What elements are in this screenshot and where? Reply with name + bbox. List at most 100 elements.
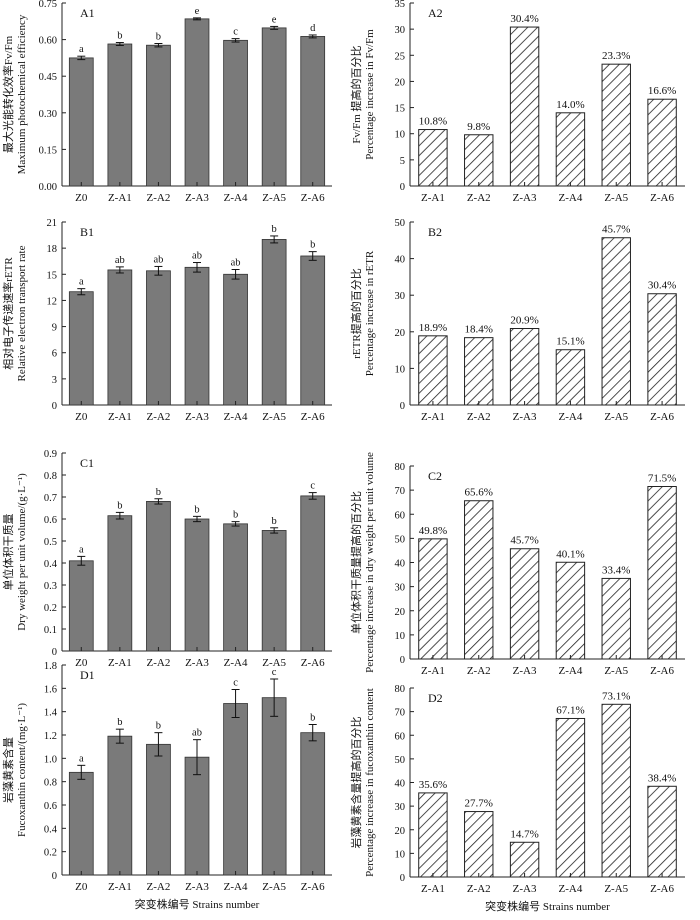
y-axis-title-en: Relative electron transport rate	[16, 245, 28, 381]
y-tick-label: 0.5	[44, 537, 57, 548]
chart-a1: 0.00 0.15 0.30 0.45 0.60 0.75 Z0 a Z-A1 b Z-A2 b Z-A…	[1, 0, 332, 204]
y-tick-label: 0.6	[44, 801, 57, 812]
x-tick-label: Z-A2	[467, 192, 491, 204]
y-axis-title-cn: 单位体积干质量	[1, 514, 15, 591]
bar-z-a2	[146, 44, 171, 187]
y-axis-title-en: Dry weight per unit volume/(g·L⁻¹)	[16, 473, 28, 631]
y-axis-title-en: Percentage increase in rETR	[364, 250, 376, 376]
y-axis-title-cn: rETR提高的百分比	[349, 268, 363, 358]
y-tick-label: 0.75	[39, 0, 57, 10]
data-label: 16.6%	[648, 85, 676, 97]
significance-letter: b	[117, 31, 122, 42]
x-tick-label: Z-A3	[513, 192, 537, 204]
bar-z-a1	[418, 129, 448, 187]
x-tick-label: Z-A5	[604, 411, 628, 423]
significance-letter: b	[233, 510, 238, 521]
data-label: 23.3%	[602, 50, 630, 62]
significance-letter: a	[79, 544, 84, 555]
y-tick-label: 15	[395, 104, 406, 115]
bar-z0	[68, 291, 94, 406]
data-label: 73.1%	[602, 690, 630, 702]
bar-z-a4	[555, 717, 586, 878]
y-axis-title-cn: 岩藻黄素含量	[1, 737, 15, 803]
data-label: 27.7%	[465, 798, 493, 810]
x-tick-label: Z-A5	[262, 881, 286, 893]
significance-letter: c	[272, 667, 277, 678]
y-axis-title-en: Maximum photochemical efficiency	[16, 14, 28, 174]
x-tick-label: Z-A3	[513, 665, 537, 677]
bar-z-a6	[647, 486, 677, 660]
bar-z-a4	[223, 273, 248, 406]
y-axis-title-cn: 岩藻黄素含量提高的百分比	[349, 717, 363, 849]
data-label: 38.4%	[648, 772, 676, 784]
y-tick-label: 0.2	[44, 603, 57, 614]
y-tick-label: 21	[47, 218, 58, 229]
x-tick-label: Z-A1	[108, 192, 132, 204]
panel-label: A1	[80, 6, 95, 20]
bar-z-a5	[601, 577, 631, 660]
significance-letter: a	[79, 277, 84, 288]
x-tick-label: Z-A6	[650, 192, 674, 204]
significance-letter: ab	[115, 255, 125, 266]
bar-z-a2	[464, 134, 494, 187]
y-tick-label: 10	[395, 130, 406, 141]
x-tick-label: Z-A6	[650, 883, 674, 895]
x-tick-label: Z-A5	[604, 883, 628, 895]
x-tick-label: Z-A2	[467, 665, 491, 677]
bar-z-a4	[555, 561, 586, 660]
y-tick-label: 20	[395, 77, 406, 88]
y-tick-label: 1.4	[44, 708, 58, 719]
data-label: 33.4%	[602, 564, 630, 576]
y-tick-label: 0.3	[44, 581, 57, 592]
x-tick-label: Z-A1	[421, 411, 445, 423]
x-tick-label: Z0	[75, 657, 88, 669]
y-tick-label: 0	[400, 655, 405, 666]
y-tick-label: 0.4	[44, 559, 58, 570]
y-tick-label: 0	[52, 871, 57, 882]
x-tick-label: Z-A5	[604, 665, 628, 677]
bar-z-a1	[418, 538, 448, 660]
significance-letter: b	[310, 240, 315, 251]
bar-z-a4	[223, 39, 248, 187]
x-tick-label: Z-A2	[147, 411, 171, 423]
y-axis-title-en: Fucoxanthin content/(mg·L⁻¹)	[16, 703, 28, 837]
data-label: 65.6%	[465, 487, 493, 499]
y-tick-label: 50	[395, 218, 406, 229]
significance-letter: b	[117, 717, 122, 728]
x-tick-label: Z-A3	[185, 657, 209, 669]
bar-z-a6	[300, 36, 326, 187]
y-tick-label: 30	[395, 25, 406, 36]
x-tick-label: Z-A3	[185, 881, 209, 893]
x-tick-label: Z-A3	[513, 883, 537, 895]
panel-label: B1	[80, 225, 94, 239]
chart-b1: 0 3 6 9 12 15 18 21 Z0 a Z-A1 ab Z-A2 ab Z-A3 ab Z-A4 ab Z…	[1, 218, 332, 423]
significance-letter: e	[272, 14, 277, 25]
data-label: 30.4%	[648, 280, 676, 292]
x-tick-label: Z-A5	[262, 657, 286, 669]
bar-z-a1	[107, 515, 133, 652]
x-tick-label: Z-A1	[108, 881, 132, 893]
bar-z0	[68, 560, 94, 652]
data-label: 20.9%	[510, 315, 538, 327]
bar-z-a3	[509, 26, 540, 187]
bar-z-a2	[464, 811, 494, 878]
x-tick-label: Z-A1	[108, 411, 132, 423]
x-tick-label: Z0	[75, 411, 88, 423]
data-label: 18.4%	[465, 324, 493, 336]
significance-letter: ab	[192, 728, 202, 739]
significance-letter: ab	[153, 254, 163, 265]
x-tick-label: Z-A2	[467, 883, 491, 895]
y-tick-label: 10	[395, 631, 406, 642]
y-tick-label: 0.4	[44, 824, 58, 835]
y-tick-label: 0	[400, 182, 405, 193]
x-tick-label: Z-A4	[559, 192, 583, 204]
bar-z-a2	[464, 500, 494, 660]
chart-d1: 0 0.2 0.4 0.6 0.8 1.0 1.2 1.4 1.6 1.8 Z0 a Z-A1 b Z-A2…	[1, 661, 332, 911]
y-tick-label: 0.6	[44, 515, 57, 526]
y-tick-label: 20	[395, 826, 406, 837]
bar-z-a6	[647, 293, 677, 406]
y-tick-label: 0	[400, 401, 405, 412]
x-tick-label: Z-A2	[147, 881, 171, 893]
y-tick-label: 9	[52, 323, 57, 334]
